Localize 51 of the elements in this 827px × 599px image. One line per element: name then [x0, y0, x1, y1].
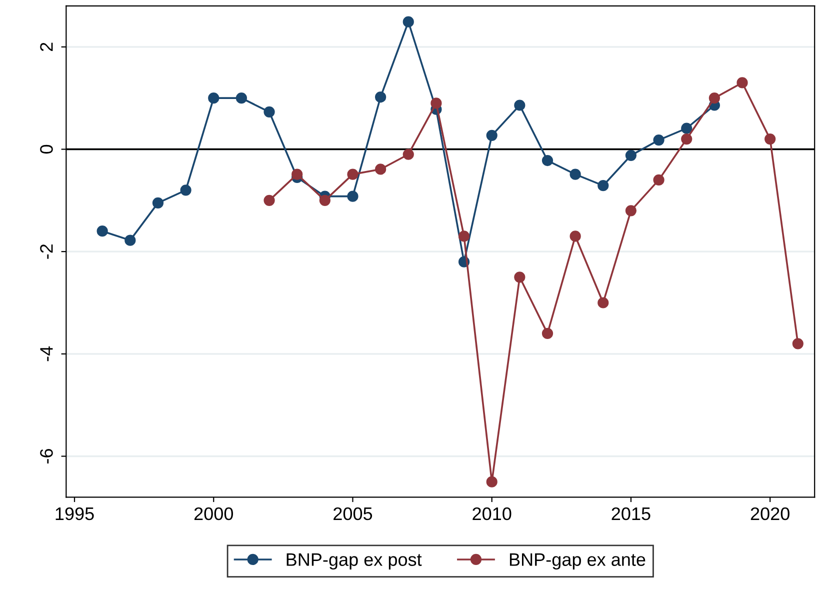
point — [625, 150, 637, 161]
x-tick-label: 2020 — [750, 507, 790, 520]
point — [264, 106, 275, 118]
point — [486, 130, 498, 141]
point — [96, 226, 108, 237]
point — [598, 180, 609, 192]
point — [542, 328, 554, 339]
x-tick-label: 1995 — [56, 507, 94, 520]
point — [208, 92, 220, 104]
point — [402, 16, 414, 28]
point — [236, 92, 247, 104]
point — [347, 168, 358, 180]
y-tick-label: -6 — [40, 449, 53, 464]
point — [625, 205, 637, 216]
point — [514, 100, 526, 111]
x-tick-label: 2000 — [194, 507, 233, 520]
x-tick-label: 2010 — [472, 507, 512, 520]
point — [514, 272, 526, 283]
point — [264, 194, 275, 206]
legend-label: BNP-gap ex post — [286, 553, 422, 570]
y-tick-label: -4 — [40, 346, 53, 362]
point — [402, 148, 414, 160]
point — [486, 476, 498, 488]
point — [570, 230, 581, 242]
legend-label: BNP-gap ex ante — [510, 553, 646, 570]
point — [653, 174, 664, 186]
point — [598, 297, 609, 308]
point — [152, 197, 164, 209]
y-tick-label: 2 — [40, 42, 53, 52]
point — [792, 338, 804, 350]
point — [708, 92, 720, 104]
point — [430, 98, 442, 109]
x-tick-label: 2005 — [334, 507, 372, 520]
point — [681, 122, 692, 134]
point — [542, 154, 554, 166]
point — [319, 194, 330, 206]
point — [375, 164, 386, 175]
y-tick-label: -2 — [40, 244, 53, 259]
point — [653, 134, 664, 146]
point — [736, 77, 748, 88]
point — [681, 133, 692, 145]
x-tick-label: 2015 — [612, 507, 650, 520]
point — [180, 184, 192, 196]
point — [764, 133, 776, 145]
point — [124, 234, 136, 246]
point — [375, 92, 386, 103]
point — [570, 168, 581, 180]
point — [292, 168, 303, 180]
point — [347, 190, 358, 202]
y-tick-label: 0 — [40, 144, 53, 154]
point — [458, 230, 470, 242]
